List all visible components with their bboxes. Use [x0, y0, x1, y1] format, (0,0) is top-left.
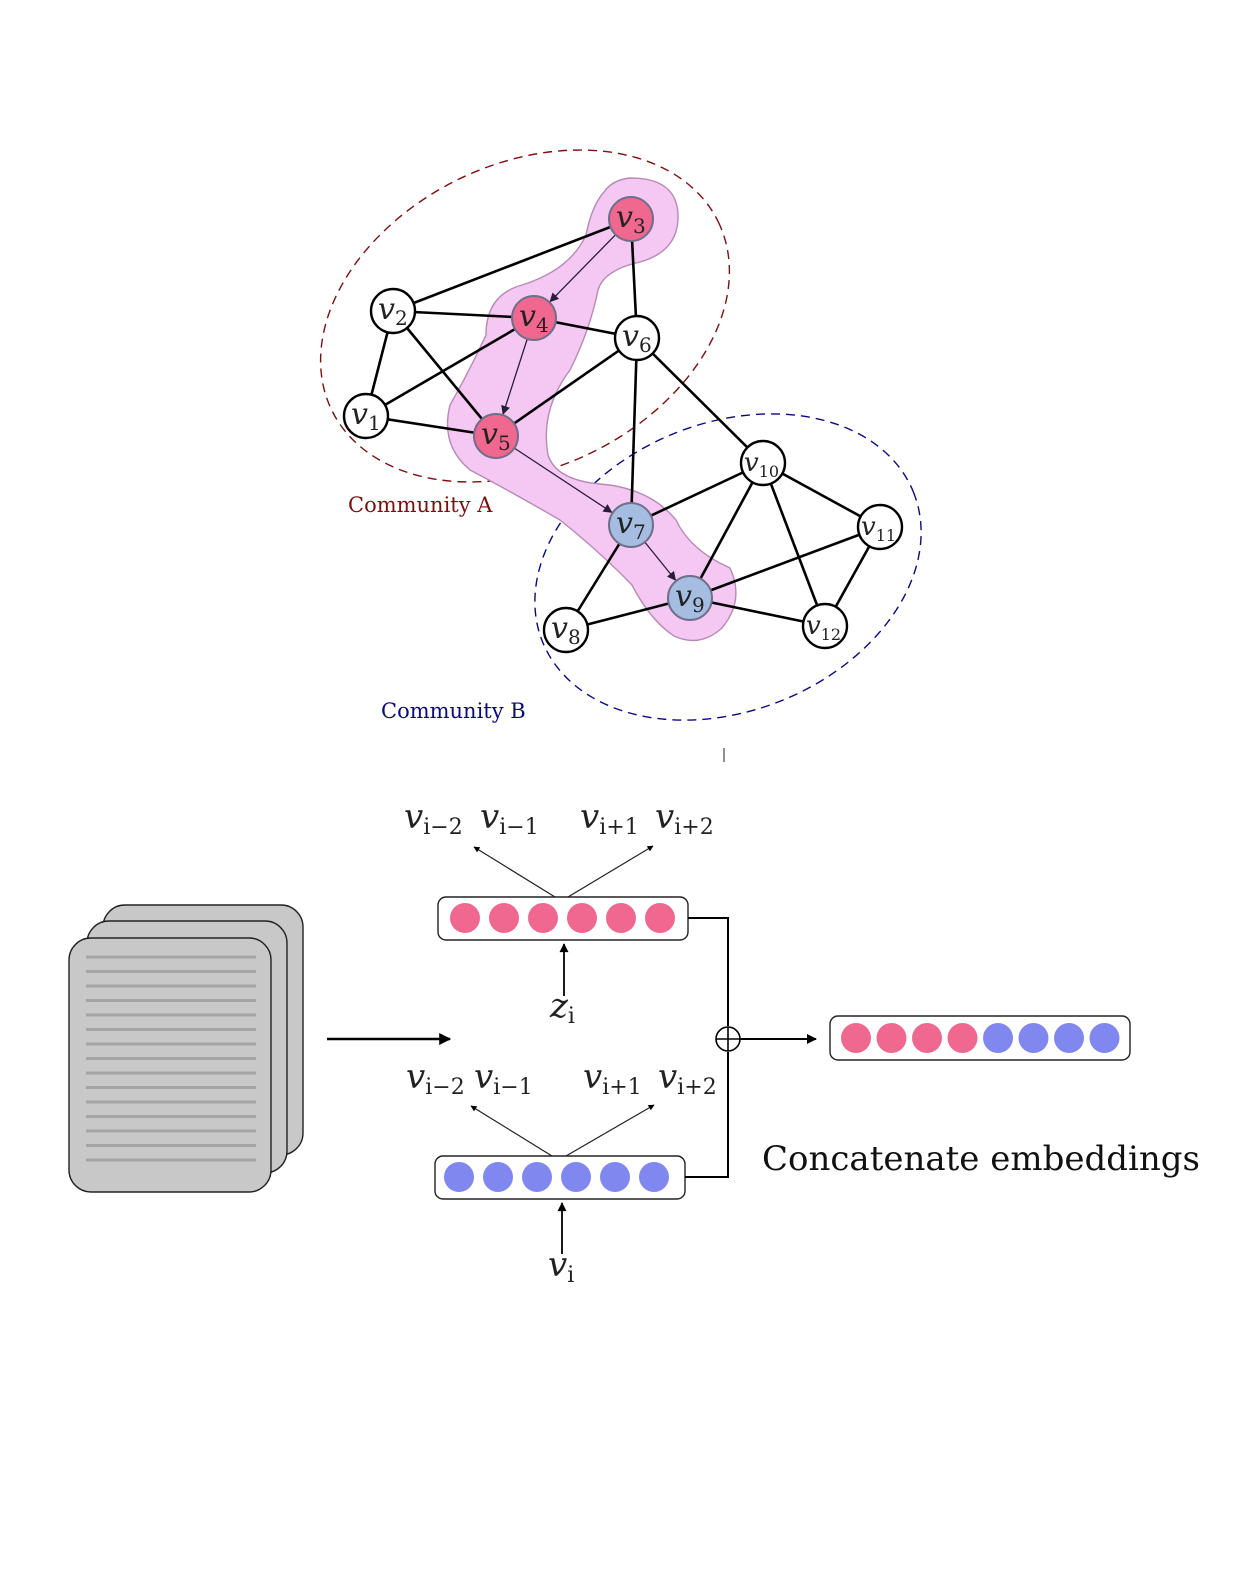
community-a-label: Community A	[348, 493, 493, 517]
concat-vector-unit-8	[1089, 1023, 1120, 1053]
node-label-v8: v8	[551, 611, 581, 649]
bottom-vector-unit-5	[600, 1162, 630, 1192]
walk-step-v5-v7	[514, 447, 613, 513]
bottom-vector-unit-1	[444, 1162, 474, 1192]
graph-node-v7: v7	[608, 502, 654, 548]
node-label-v12: v12	[806, 611, 841, 644]
community-b-boundary	[534, 413, 922, 721]
graph-edge-v6-v7	[629, 337, 639, 526]
bottom-vector-unit-4	[561, 1162, 591, 1192]
graph-edge-v7-v10	[630, 461, 764, 527]
top-vector-unit-2	[489, 903, 519, 933]
graph-edge-v10-v12	[761, 462, 827, 627]
bottom-vector-units	[444, 1162, 669, 1192]
node-label-v9: v9	[675, 579, 705, 617]
graph-edge-v9-v11	[689, 525, 881, 600]
graph-edge-v2-v5	[391, 310, 498, 437]
top-vector-units	[450, 903, 675, 933]
graph-edge-v1-v4	[365, 316, 535, 418]
bottom-output-label-3: vi+1	[583, 1057, 642, 1100]
graph-edge-v9-v10	[688, 462, 765, 599]
node-label-v7: v7	[616, 506, 646, 544]
bottom-output-label-1: vi−2	[406, 1057, 465, 1100]
node-label-v1: v1	[351, 397, 381, 435]
top-left-context-arrow	[473, 846, 556, 898]
bottom-vector-unit-2	[483, 1162, 513, 1192]
graph-edge-v5-v6	[495, 336, 638, 438]
concat-vector-unit-5	[983, 1023, 1013, 1053]
graph-node-v5: v5	[473, 413, 519, 459]
graph-node-v2: v2	[369, 287, 417, 335]
top-right-context-arrow	[567, 845, 654, 898]
graph-node-v10: v10	[739, 439, 787, 487]
graph-node-v8: v8	[542, 606, 590, 654]
graph-edge-v6-v10	[636, 337, 764, 464]
bottom-right-context-arrow	[565, 1104, 655, 1157]
community-b-label: Community B	[381, 699, 526, 723]
concatenated-embedding-vector	[829, 1015, 1131, 1061]
bottom-vector-unit-3	[522, 1162, 552, 1192]
concat-vector-unit-4	[947, 1023, 978, 1053]
graph-node-v6: v6	[613, 314, 661, 362]
top-output-label-3: vi+1	[580, 797, 639, 840]
top-output-label-1: vi−2	[404, 797, 463, 840]
walk-step-v7-v9	[644, 541, 677, 581]
node-label-v2: v2	[378, 292, 408, 330]
bottom-output-label-2: vi−1	[474, 1057, 533, 1100]
graph-edge-v2-v4	[392, 309, 535, 320]
concat-caption: Concatenate embeddings	[762, 1139, 1200, 1179]
community-a-boundary	[319, 149, 731, 483]
top-vector-unit-3	[528, 903, 558, 933]
concat-operator	[715, 1026, 741, 1052]
top-vector-unit-5	[606, 903, 636, 933]
concat-vector-unit-7	[1054, 1023, 1084, 1053]
graph-node-v9: v9	[667, 575, 713, 621]
graph-edge-v2-v3	[392, 217, 632, 313]
nodes-layer: v1 v2 v3 v4 v5 v6 v7 v8 v9 v10 v11 v12	[342, 196, 904, 654]
concat-vector-units	[841, 1023, 1120, 1053]
top-vector-unit-4	[567, 903, 597, 933]
graph-node-v12: v12	[801, 602, 849, 650]
graph-node-v11: v11	[856, 503, 904, 551]
walk-arrows-layer	[501, 234, 677, 581]
node-label-v10: v10	[744, 448, 779, 481]
top-vector-unit-6	[645, 903, 675, 933]
node-label-v11: v11	[861, 512, 896, 545]
node-label-v3: v3	[616, 200, 646, 238]
walk-highlight	[446, 177, 737, 642]
walk-step-v4-v5	[501, 338, 528, 415]
node-label-v5: v5	[481, 417, 511, 455]
walk-step-v3-v4	[549, 234, 617, 303]
top-to-concat-connector	[688, 917, 729, 1026]
node-label-v6: v6	[622, 319, 652, 357]
model: vi−2 vi−1 vi+1 vi+2 vi−2 vi−1 vi+1 vi+2 …	[68, 797, 1200, 1288]
bottom-output-label-4: vi+2	[658, 1057, 717, 1100]
bottom-left-context-arrow	[470, 1105, 553, 1157]
concat-vector-unit-2	[876, 1023, 907, 1053]
concat-vector-unit-3	[912, 1023, 942, 1053]
bottom-to-concat-connector	[685, 1052, 729, 1178]
bottom-input-label: vi	[548, 1245, 574, 1288]
node-label-v4: v4	[519, 299, 549, 337]
concat-vector-unit-6	[1018, 1023, 1049, 1053]
graph-node-v1: v1	[342, 392, 390, 440]
graph-node-v4: v4	[511, 295, 557, 341]
top-output-label-2: vi−1	[480, 797, 539, 840]
bottom-vector-unit-6	[639, 1162, 669, 1192]
graph-node-v3: v3	[608, 196, 654, 242]
top-input-label: zi	[549, 986, 575, 1029]
concat-vector-unit-1	[841, 1023, 871, 1053]
top-output-label-4: vi+2	[655, 797, 714, 840]
document-stack-icon	[68, 904, 304, 1193]
top-vector-unit-1	[450, 903, 480, 933]
